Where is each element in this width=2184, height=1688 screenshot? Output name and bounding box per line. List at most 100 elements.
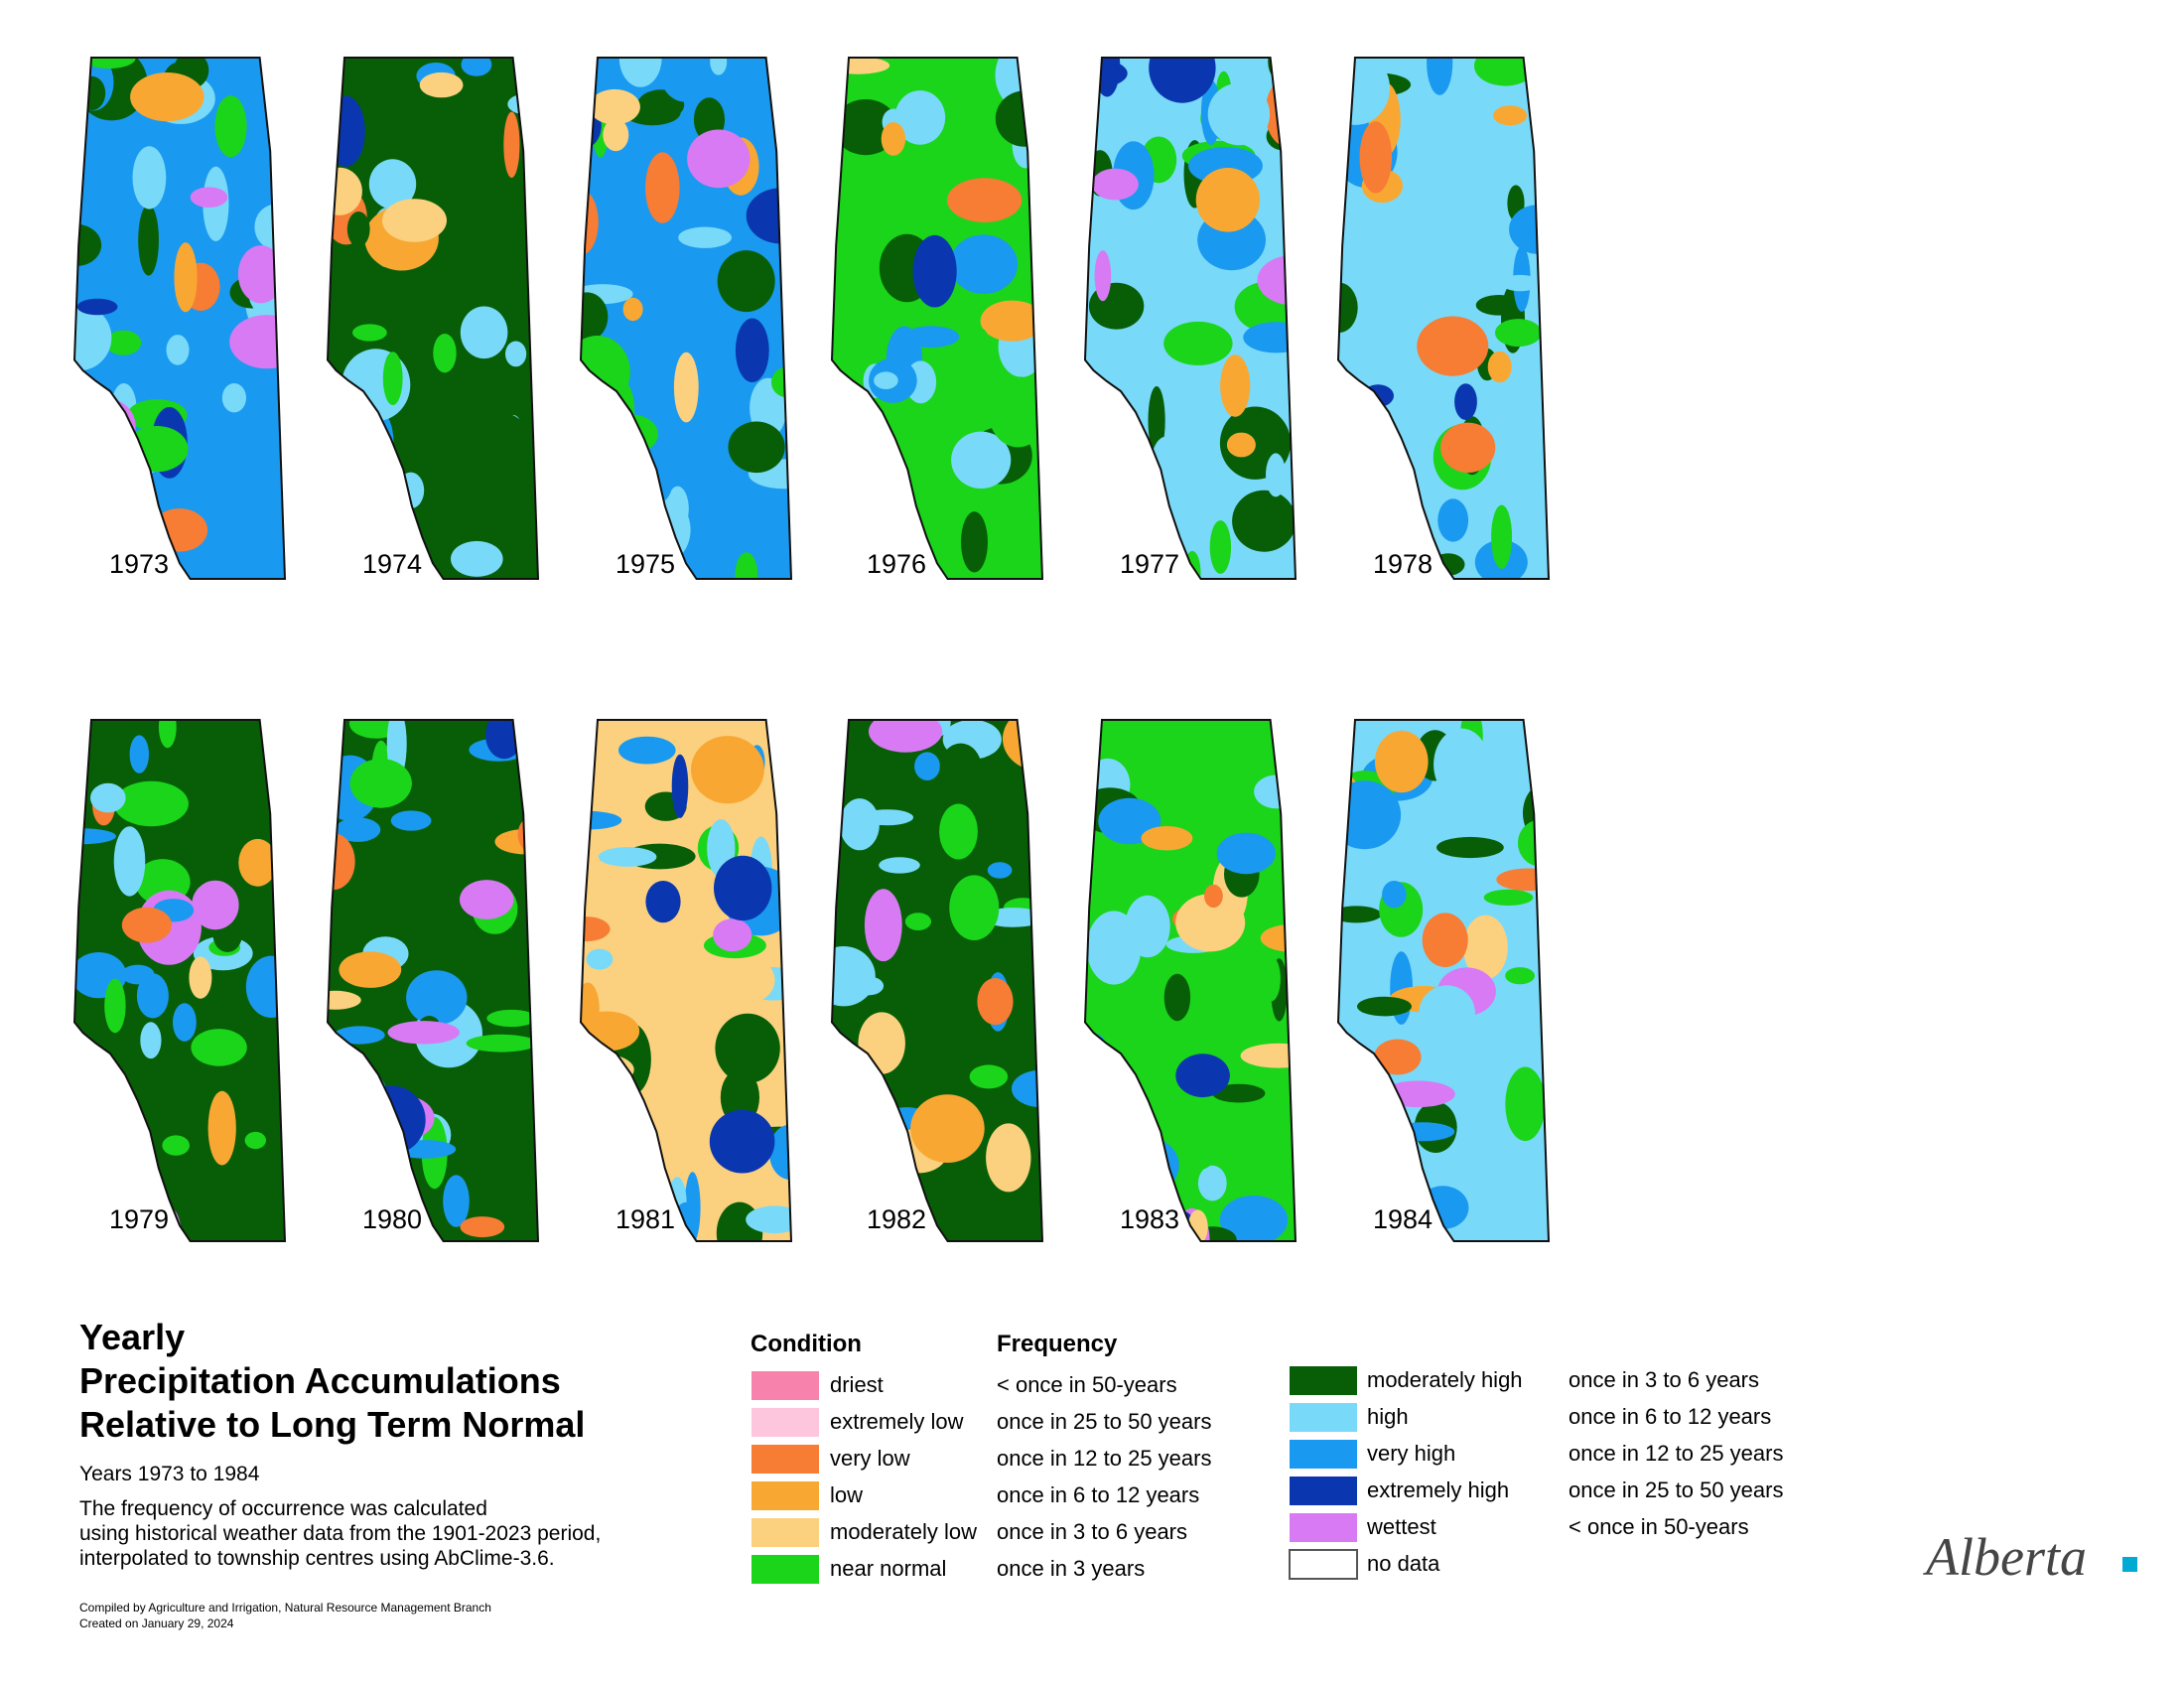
map-blob [678,226,732,248]
legend-frequency: once in 12 to 25 years [997,1446,1212,1471]
map-blob [666,425,741,494]
map-blob [238,838,277,887]
map-border-1978 [1336,57,1551,580]
map-blob [1094,58,1121,97]
map-blob [581,189,599,255]
year-label-1973: 1973 [109,549,170,579]
map-blob [714,855,772,921]
map-blob [1212,1083,1266,1103]
map-blob [428,391,474,413]
year-label-1983: 1983 [1120,1204,1180,1234]
map-blob [874,371,898,390]
year-label-1984: 1984 [1373,1204,1433,1234]
map-blob [782,58,791,80]
map-blob [1381,1080,1455,1108]
map-blob [1085,1181,1132,1207]
year-label-1978: 1978 [1373,549,1433,579]
map-blob [1427,58,1453,95]
map-blob [494,828,538,855]
map-blob [864,889,902,962]
map-blob [939,803,978,860]
map-blob [328,990,361,1010]
map-blob [328,167,362,215]
map-blob [486,1009,537,1028]
map-blob [136,973,169,1019]
map-border-1974 [326,57,540,580]
map-blob [1219,1196,1289,1241]
legend-condition: very high [1367,1441,1456,1466]
map-blob [832,443,888,485]
map-blob [1207,82,1271,146]
map-blob [104,978,126,1034]
map-blob [488,271,538,314]
legend-condition: extremely high [1367,1477,1510,1502]
map-blob [245,955,285,1018]
map-blob [113,826,146,897]
map-blob [1500,274,1541,292]
map-blob [393,1140,457,1159]
legend-frequency: once in 12 to 25 years [1569,1441,1784,1466]
map-blob [1096,441,1133,459]
map-border-1982 [830,719,1044,1242]
map-blob [158,720,177,749]
map-blob [832,442,865,473]
map-blob [837,1219,855,1241]
map-blob [1475,295,1523,316]
map-blob [1204,884,1223,909]
map-blob [1026,58,1042,87]
map-blob [78,75,106,110]
map-blob [174,242,198,313]
map-blob [1220,354,1251,417]
map-blob [1518,819,1549,867]
map-blob [598,847,657,867]
yearly-maps-grid [72,57,1551,1242]
map-blob [717,250,775,313]
subtitle-years: Years 1973 to 1984 [79,1463,260,1485]
map-blob [132,146,167,210]
map-blob [617,438,649,492]
map-blob [105,330,142,355]
map-blob [368,159,417,210]
map-blob [1514,431,1549,480]
map-blob [1240,1043,1296,1068]
map-blob [622,297,643,322]
map-blob [914,752,940,780]
map-blob [604,414,658,455]
map-blob [641,119,679,151]
map-blob [382,352,403,405]
map-blob [1440,422,1496,473]
map-blob [359,408,394,479]
map-blob [237,245,284,304]
map-blob [959,326,990,356]
map-blob [832,946,876,1007]
map-blob [1505,1066,1546,1142]
map-blob [1422,913,1468,967]
map-blob [129,735,149,774]
map-blob [1092,168,1139,201]
map-blob [951,431,1012,489]
map-blob [853,976,885,996]
legend-frequency: once in 25 to 50 years [1569,1477,1784,1502]
map-blob [221,383,246,413]
map-blob [1130,1068,1183,1118]
map-blob [1149,58,1216,103]
map-blob [443,1175,470,1227]
map-blob [357,1085,426,1155]
map-blob [1496,414,1515,469]
map-blob [1183,550,1201,579]
map-blob [173,1003,197,1042]
map-blob [1375,730,1429,793]
legend-swatch-very-low [751,1444,820,1475]
map-blob [1338,906,1382,923]
map-blob [1021,1040,1040,1056]
map-blob [581,810,622,830]
map-blob [1507,1195,1532,1241]
map-blob [839,798,880,851]
map-blob [387,1021,460,1045]
map-blob [1232,490,1296,552]
map-blob [1197,1165,1227,1201]
map-blob [113,1121,138,1159]
map-blob [1168,1097,1224,1171]
map-blob [523,372,538,430]
title-line-3: Relative to Long Term Normal [79,1404,586,1445]
